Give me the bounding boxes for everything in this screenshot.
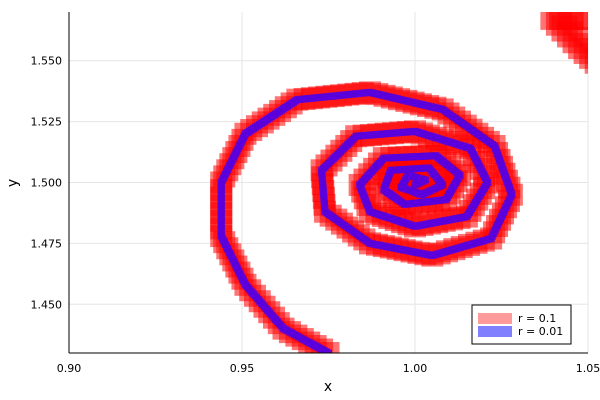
y-tick-label: 1.450 bbox=[31, 298, 63, 311]
series-r-0-01 bbox=[217, 88, 516, 353]
x-axis-label: x bbox=[324, 379, 332, 395]
x-tick-label: 1.05 bbox=[576, 362, 600, 375]
x-tick-label: 0.95 bbox=[230, 362, 255, 375]
y-tick-label: 1.525 bbox=[31, 116, 63, 129]
marker bbox=[579, 42, 588, 69]
y-tick-label: 1.550 bbox=[31, 55, 63, 68]
series-layer bbox=[210, 12, 588, 353]
y-tick-labels: 1.450 1.475 1.500 1.525 1.550 bbox=[31, 55, 63, 312]
x-tick-label: 1.00 bbox=[403, 362, 428, 375]
legend-label-r-0-1: r = 0.1 bbox=[518, 312, 556, 325]
x-tick-labels: 0.90 0.95 1.00 1.05 bbox=[57, 362, 600, 375]
marker bbox=[325, 349, 332, 353]
series-r-0-1-corner bbox=[540, 12, 588, 74]
y-tick-label: 1.500 bbox=[31, 177, 63, 190]
legend-box bbox=[471, 304, 572, 345]
marker bbox=[584, 47, 588, 74]
legend-label-r-0-01: r = 0.01 bbox=[518, 325, 563, 338]
marker bbox=[317, 342, 340, 353]
legend-swatch-r-0-01 bbox=[478, 326, 512, 337]
x-tick-label: 0.90 bbox=[57, 362, 82, 375]
y-axis-label: y bbox=[5, 179, 21, 187]
y-tick-label: 1.475 bbox=[31, 237, 63, 250]
legend-swatch-r-0-1 bbox=[478, 313, 512, 324]
plot-area bbox=[210, 12, 588, 353]
legend: r = 0.1 r = 0.01 bbox=[471, 304, 572, 345]
axes bbox=[68, 12, 588, 354]
